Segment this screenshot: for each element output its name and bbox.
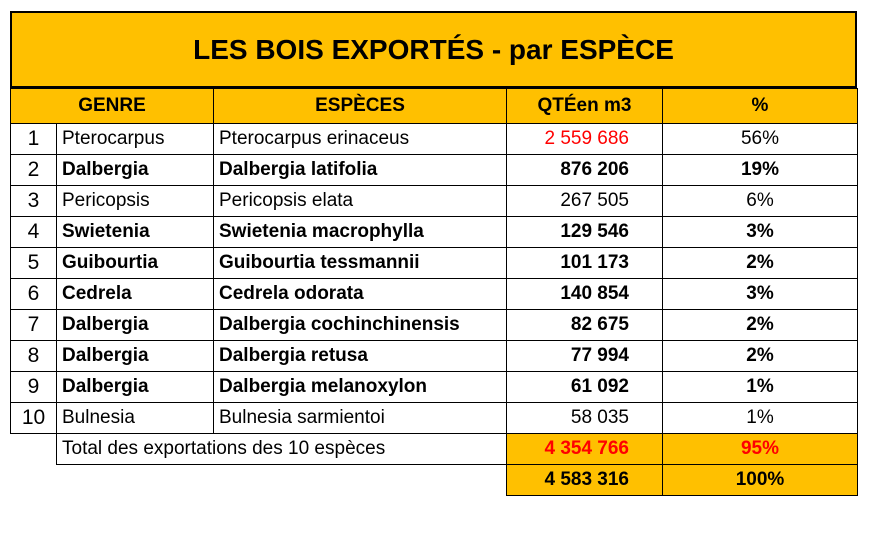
espece-cell: Dalbergia cochinchinensis (213, 309, 507, 341)
row-number: 9 (10, 371, 57, 403)
table-row: 7 Dalbergia Dalbergia cochinchinensis 82… (10, 309, 858, 341)
espece-cell: Dalbergia latifolia (213, 154, 507, 186)
header-genre: GENRE (10, 88, 214, 124)
table-row: 4 Swietenia Swietenia macrophylla 129 54… (10, 216, 858, 248)
row-number: 5 (10, 247, 57, 279)
blank-cell (11, 465, 57, 496)
pct-cell: 1% (662, 402, 858, 434)
espece-cell: Pterocarpus erinaceus (213, 123, 507, 155)
total-10-row: Total des exportations des 10 espèces 4 … (11, 433, 858, 465)
row-number: 8 (10, 340, 57, 372)
espece-cell: Dalbergia retusa (213, 340, 507, 372)
header-pct: % (662, 88, 858, 124)
qte-cell: 876 206 (506, 154, 663, 186)
genre-cell: Dalbergia (56, 371, 214, 403)
total-pct: 100% (662, 464, 858, 496)
table-title: LES BOIS EXPORTÉS - par ESPÈCE (10, 11, 857, 88)
row-number: 3 (10, 185, 57, 217)
pct-cell: 56% (662, 123, 858, 155)
espece-cell: Pericopsis elata (213, 185, 507, 217)
genre-cell: Dalbergia (56, 309, 214, 341)
espece-cell: Bulnesia sarmientoi (213, 402, 507, 434)
total-10-qte: 4 354 766 (506, 433, 663, 465)
qte-cell: 267 505 (506, 185, 663, 217)
espece-cell: Cedrela odorata (213, 278, 507, 310)
qte-cell: 140 854 (506, 278, 663, 310)
table-row: 6 Cedrela Cedrela odorata 140 854 3% (10, 278, 858, 310)
header-especes: ESPÈCES (213, 88, 507, 124)
pct-cell: 3% (662, 216, 858, 248)
blank-cell (213, 464, 507, 496)
genre-cell: Pericopsis (56, 185, 214, 217)
row-number: 10 (10, 402, 57, 434)
row-number: 7 (10, 309, 57, 341)
espece-cell: Guibourtia tessmannii (213, 247, 507, 279)
header-row: GENRE ESPÈCES QTÉen m3 % (10, 88, 858, 124)
qte-cell: 61 092 (506, 371, 663, 403)
pct-cell: 2% (662, 340, 858, 372)
qte-cell: 82 675 (506, 309, 663, 341)
qte-cell: 77 994 (506, 340, 663, 372)
total-qte: 4 583 316 (506, 464, 663, 496)
blank-cell (11, 434, 57, 465)
total-row: 4 583 316 100% (11, 464, 858, 496)
genre-cell: Guibourtia (56, 247, 214, 279)
genre-cell: Pterocarpus (56, 123, 214, 155)
pct-cell: 2% (662, 247, 858, 279)
genre-cell: Swietenia (56, 216, 214, 248)
row-number: 4 (10, 216, 57, 248)
pct-cell: 3% (662, 278, 858, 310)
qte-cell: 2 559 686 (506, 123, 663, 155)
pct-cell: 6% (662, 185, 858, 217)
genre-cell: Dalbergia (56, 340, 214, 372)
table-row: 2 Dalbergia Dalbergia latifolia 876 206 … (10, 154, 858, 186)
pct-cell: 1% (662, 371, 858, 403)
total-10-pct: 95% (662, 433, 858, 465)
genre-cell: Cedrela (56, 278, 214, 310)
pct-cell: 2% (662, 309, 858, 341)
table-row: 8 Dalbergia Dalbergia retusa 77 994 2% (10, 340, 858, 372)
table-row: 9 Dalbergia Dalbergia melanoxylon 61 092… (10, 371, 858, 403)
genre-cell: Dalbergia (56, 154, 214, 186)
genre-cell: Bulnesia (56, 402, 214, 434)
header-qte: QTÉen m3 (506, 88, 663, 124)
qte-cell: 129 546 (506, 216, 663, 248)
row-number: 2 (10, 154, 57, 186)
row-number: 1 (10, 123, 57, 155)
espece-cell: Swietenia macrophylla (213, 216, 507, 248)
exports-table: GENRE ESPÈCES QTÉen m3 % 1 Pterocarpus P… (10, 88, 858, 496)
espece-cell: Dalbergia melanoxylon (213, 371, 507, 403)
blank-cell (57, 465, 214, 496)
qte-cell: 58 035 (506, 402, 663, 434)
total-10-label: Total des exportations des 10 espèces (56, 433, 507, 465)
table-row: 10 Bulnesia Bulnesia sarmientoi 58 035 1… (10, 402, 858, 434)
pct-cell: 19% (662, 154, 858, 186)
table-row: 5 Guibourtia Guibourtia tessmannii 101 1… (10, 247, 858, 279)
table-row: 3 Pericopsis Pericopsis elata 267 505 6% (10, 185, 858, 217)
row-number: 6 (10, 278, 57, 310)
table-row: 1 Pterocarpus Pterocarpus erinaceus 2 55… (10, 123, 858, 155)
qte-cell: 101 173 (506, 247, 663, 279)
